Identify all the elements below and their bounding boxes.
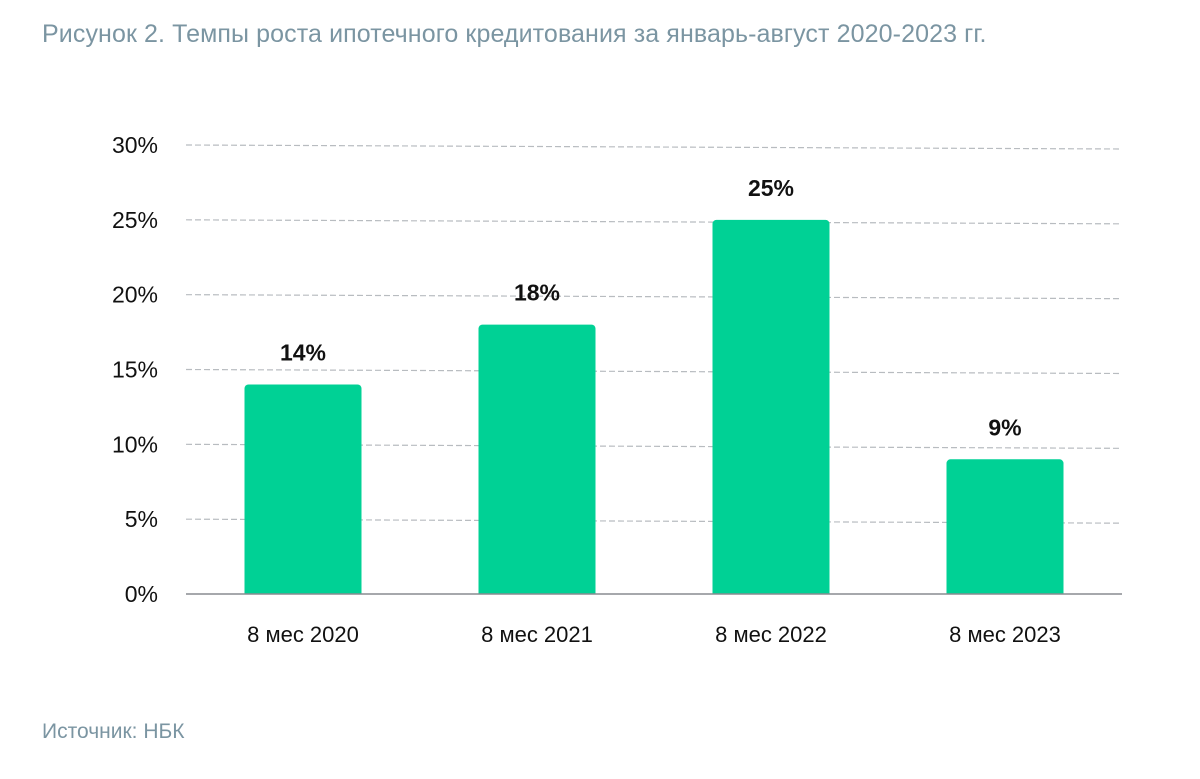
bar: [478, 324, 596, 594]
gridline: [185, 294, 1123, 300]
y-tick-label: 15%: [112, 357, 158, 383]
gridline: [185, 144, 1123, 150]
y-tick-label: 0%: [125, 581, 158, 607]
y-tick-label: 20%: [112, 282, 158, 308]
data-label: 9%: [988, 414, 1021, 440]
source-note: Источник: НБК: [42, 720, 185, 743]
gridline: [185, 219, 1123, 225]
gridline: [185, 368, 1123, 375]
x-axis-ticks: 8 мес 2020 8 мес 2021 8 мес 2022 8 мес 2023: [247, 622, 1061, 647]
x-tick-label: 8 мес 2023: [949, 622, 1061, 647]
x-tick-label: 8 мес 2020: [247, 622, 359, 647]
bar-base: [712, 588, 830, 594]
bar: [946, 459, 1064, 594]
figure-title: Рисунок 2. Темпы роста ипотечного кредит…: [42, 20, 987, 48]
bar-base: [946, 588, 1064, 594]
data-label: 14%: [280, 339, 326, 365]
bar: [712, 219, 830, 595]
data-label: 25%: [748, 175, 794, 201]
y-tick-label: 25%: [112, 207, 158, 233]
bar-base: [478, 588, 596, 594]
data-label: 18%: [514, 280, 560, 306]
x-tick-label: 8 мес 2022: [715, 622, 827, 647]
bars: [244, 219, 1064, 595]
data-labels: 14% 18% 25% 9%: [280, 175, 1022, 440]
bar-base: [244, 588, 362, 594]
y-tick-label: 10%: [112, 431, 158, 457]
x-tick-label: 8 мес 2021: [481, 622, 593, 647]
y-tick-label: 5%: [125, 506, 158, 532]
y-axis-ticks: 0% 5% 10% 15% 20% 25% 30%: [112, 132, 158, 607]
y-tick-label: 30%: [112, 132, 158, 158]
bar: [244, 384, 362, 594]
